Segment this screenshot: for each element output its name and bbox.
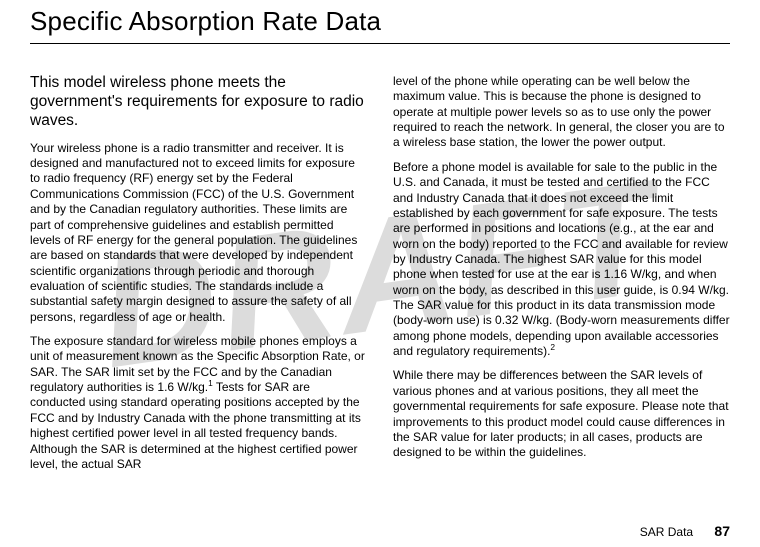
page-number: 87 [714, 523, 730, 539]
page-title: Specific Absorption Rate Data [30, 6, 730, 44]
body-paragraph: While there may be differences between t… [393, 368, 730, 460]
body-paragraph: Before a phone model is available for sa… [393, 160, 730, 360]
body-paragraph: level of the phone while operating can b… [393, 74, 730, 151]
text-run: Before a phone model is available for sa… [393, 160, 730, 358]
lead-in-paragraph: This model wireless phone meets the gove… [30, 74, 367, 131]
page-content: Specific Absorption Rate Data This model… [0, 0, 760, 481]
text-run: The exposure standard for wireless mobil… [30, 334, 365, 394]
two-column-layout: This model wireless phone meets the gove… [30, 74, 730, 481]
footer-label: SAR Data [640, 525, 693, 539]
left-column: This model wireless phone meets the gove… [30, 74, 367, 481]
body-paragraph: Your wireless phone is a radio transmitt… [30, 141, 367, 325]
body-paragraph: The exposure standard for wireless mobil… [30, 334, 367, 472]
footnote-ref: 2 [550, 342, 555, 352]
page-footer: SAR Data 87 [640, 523, 730, 539]
right-column: level of the phone while operating can b… [393, 74, 730, 481]
